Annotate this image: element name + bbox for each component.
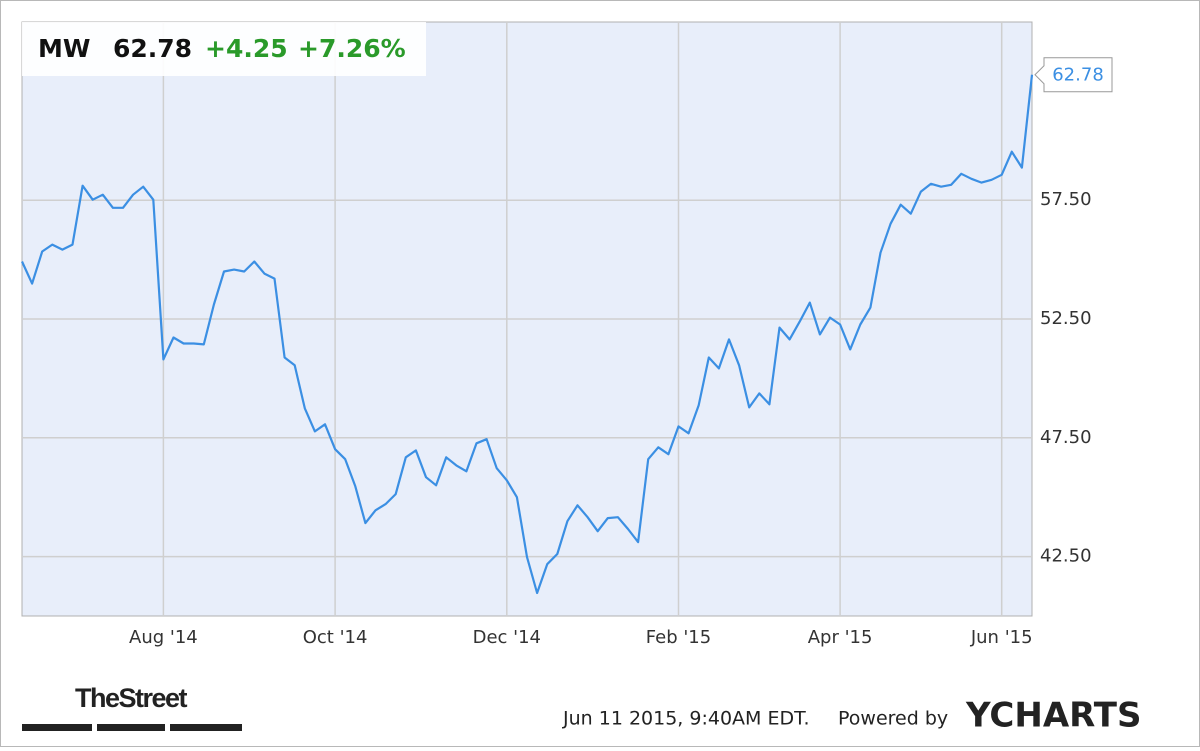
x-tick-label: Jun '15 — [970, 627, 1033, 648]
timestamp: Jun 11 2015, 9:40AM EDT. — [562, 708, 810, 730]
price: 62.78 — [113, 34, 192, 63]
change-pct: +7.26% — [298, 34, 406, 63]
powered-by: Powered by — [838, 708, 948, 730]
last-value-label: 62.78 — [1052, 65, 1104, 86]
y-tick-label: 52.50 — [1040, 308, 1092, 329]
y-tick-label: 47.50 — [1040, 427, 1092, 448]
provider-logo[interactable]: YCHARTS — [965, 696, 1141, 736]
ticker: MW — [38, 34, 90, 63]
price-line — [20, 74, 1034, 595]
y-tick-label: 42.50 — [1040, 546, 1092, 567]
change: +4.25 — [205, 34, 288, 63]
header-box — [22, 22, 426, 76]
y-tick-label: 57.50 — [1040, 189, 1092, 210]
brand-logo: TheStreet — [75, 683, 188, 713]
last-value-box — [1034, 57, 1113, 93]
x-tick-label: Feb '15 — [646, 627, 711, 648]
logo-bar — [22, 724, 92, 731]
logo-bar — [170, 724, 242, 731]
x-tick-label: Apr '15 — [808, 627, 873, 648]
plot-area: 42.50 47.50 52.50 57.50 Aug '14 Oct '14 Dec '1… — [20, 21, 1092, 648]
logo-bar — [97, 724, 165, 731]
x-tick-label: Dec '14 — [473, 627, 541, 648]
x-tick-label: Oct '14 — [303, 627, 368, 648]
x-tick-label: Aug '14 — [129, 627, 198, 648]
